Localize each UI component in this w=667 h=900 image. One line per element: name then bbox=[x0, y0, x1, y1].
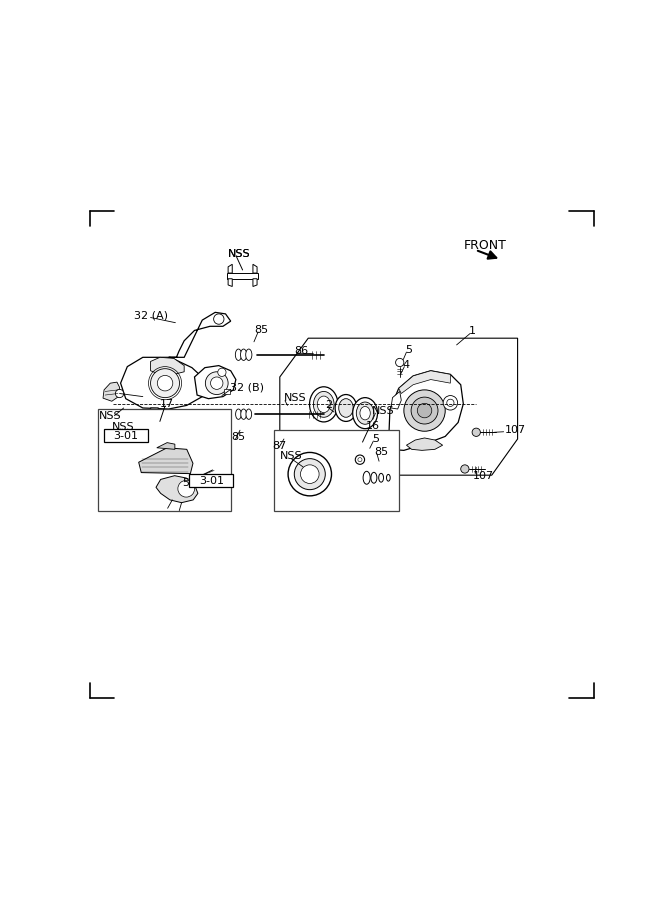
Text: NSS: NSS bbox=[227, 249, 250, 259]
Polygon shape bbox=[156, 476, 198, 503]
Text: 107: 107 bbox=[505, 425, 526, 435]
Circle shape bbox=[294, 459, 325, 490]
Text: NSS: NSS bbox=[284, 393, 307, 403]
Circle shape bbox=[151, 369, 179, 398]
Circle shape bbox=[418, 403, 432, 418]
Polygon shape bbox=[391, 392, 402, 409]
Ellipse shape bbox=[235, 409, 241, 419]
Circle shape bbox=[472, 428, 480, 436]
Text: 85: 85 bbox=[231, 432, 245, 443]
Text: 32 (A): 32 (A) bbox=[133, 310, 167, 320]
Text: 85: 85 bbox=[374, 447, 388, 457]
Polygon shape bbox=[253, 279, 257, 286]
Ellipse shape bbox=[241, 349, 247, 360]
Text: NSS: NSS bbox=[227, 249, 250, 259]
Polygon shape bbox=[103, 382, 119, 401]
Text: 107: 107 bbox=[473, 472, 494, 482]
Circle shape bbox=[193, 472, 199, 480]
Text: 87: 87 bbox=[272, 441, 286, 451]
Polygon shape bbox=[157, 443, 175, 449]
Polygon shape bbox=[121, 357, 205, 409]
Ellipse shape bbox=[386, 474, 390, 482]
Circle shape bbox=[213, 314, 224, 324]
Ellipse shape bbox=[353, 398, 378, 428]
Circle shape bbox=[211, 377, 223, 390]
Circle shape bbox=[404, 390, 446, 431]
Polygon shape bbox=[228, 279, 232, 286]
Text: 55: 55 bbox=[183, 479, 197, 489]
Ellipse shape bbox=[356, 402, 374, 424]
Ellipse shape bbox=[241, 409, 247, 419]
Polygon shape bbox=[399, 371, 450, 393]
Circle shape bbox=[447, 400, 454, 407]
Polygon shape bbox=[195, 365, 236, 399]
Text: 5: 5 bbox=[372, 434, 379, 444]
Ellipse shape bbox=[339, 399, 354, 418]
Text: 5: 5 bbox=[405, 345, 412, 355]
Text: 32 (B): 32 (B) bbox=[229, 382, 263, 392]
Ellipse shape bbox=[317, 396, 330, 412]
Polygon shape bbox=[151, 357, 184, 374]
Circle shape bbox=[157, 375, 173, 391]
Polygon shape bbox=[406, 438, 443, 450]
Ellipse shape bbox=[379, 473, 384, 482]
Polygon shape bbox=[151, 408, 197, 435]
Ellipse shape bbox=[245, 349, 252, 360]
Text: 85: 85 bbox=[254, 325, 268, 335]
Text: NSS: NSS bbox=[112, 422, 135, 432]
Circle shape bbox=[178, 481, 195, 497]
Ellipse shape bbox=[360, 407, 370, 420]
Text: 4: 4 bbox=[403, 360, 410, 370]
Ellipse shape bbox=[313, 392, 334, 418]
Polygon shape bbox=[228, 265, 232, 273]
Ellipse shape bbox=[246, 409, 251, 419]
Bar bbox=[104, 429, 148, 442]
Text: 17: 17 bbox=[160, 399, 174, 409]
Ellipse shape bbox=[363, 472, 370, 484]
Circle shape bbox=[358, 457, 362, 462]
Text: 1: 1 bbox=[468, 327, 476, 337]
Ellipse shape bbox=[371, 472, 377, 483]
Circle shape bbox=[396, 358, 404, 366]
Bar bbox=[98, 409, 231, 511]
Text: 86: 86 bbox=[294, 346, 308, 356]
Ellipse shape bbox=[235, 349, 241, 360]
Text: NSS: NSS bbox=[99, 410, 121, 420]
Text: 3-01: 3-01 bbox=[113, 430, 139, 441]
Circle shape bbox=[461, 464, 469, 473]
Polygon shape bbox=[253, 265, 257, 273]
Bar bbox=[224, 389, 230, 394]
Circle shape bbox=[217, 368, 226, 376]
Polygon shape bbox=[139, 448, 193, 473]
Circle shape bbox=[301, 464, 319, 483]
Polygon shape bbox=[169, 312, 231, 357]
Text: 2: 2 bbox=[325, 400, 332, 410]
Bar bbox=[273, 429, 399, 511]
Text: NSS: NSS bbox=[280, 451, 302, 461]
Polygon shape bbox=[227, 273, 258, 279]
Circle shape bbox=[288, 453, 331, 496]
Circle shape bbox=[205, 372, 228, 394]
Circle shape bbox=[443, 396, 458, 410]
Text: NSS: NSS bbox=[372, 406, 394, 416]
Polygon shape bbox=[388, 371, 464, 450]
Bar bbox=[189, 474, 233, 487]
Ellipse shape bbox=[335, 394, 357, 421]
Circle shape bbox=[115, 390, 123, 398]
Text: FRONT: FRONT bbox=[464, 238, 506, 252]
Text: 16: 16 bbox=[366, 420, 380, 430]
Ellipse shape bbox=[309, 387, 338, 422]
Text: 3-01: 3-01 bbox=[199, 475, 224, 486]
Circle shape bbox=[411, 397, 438, 424]
